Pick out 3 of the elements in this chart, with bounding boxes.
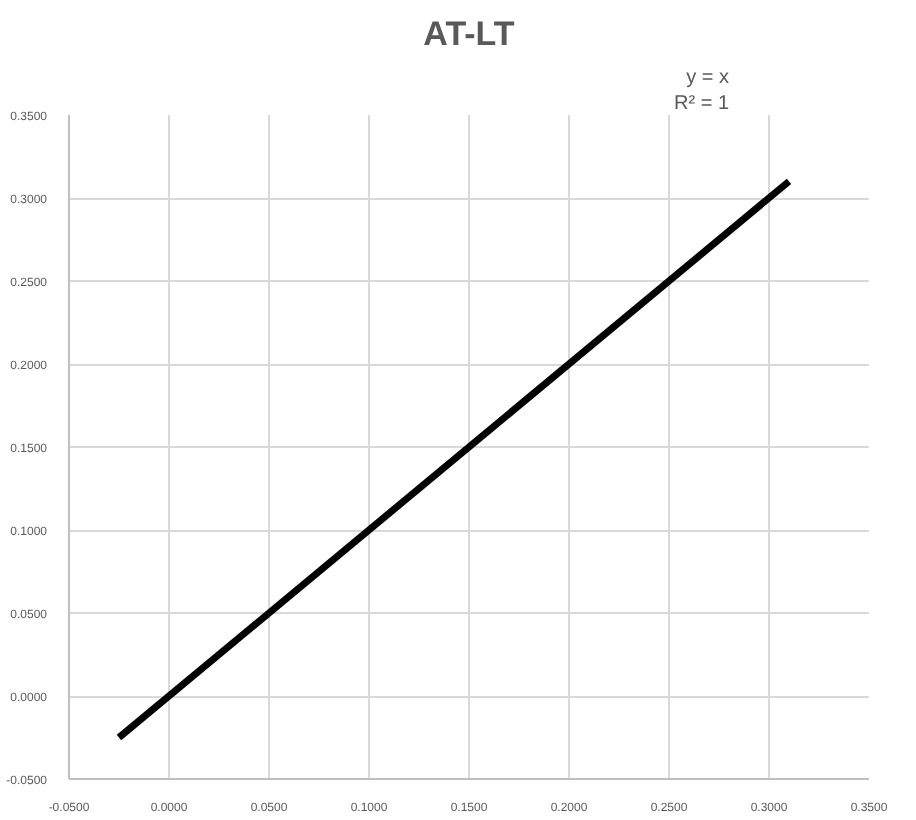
text: R² = 1: [673, 93, 730, 115]
chart-title: AT-LT: [423, 15, 516, 53]
text: y = x: [686, 67, 730, 89]
